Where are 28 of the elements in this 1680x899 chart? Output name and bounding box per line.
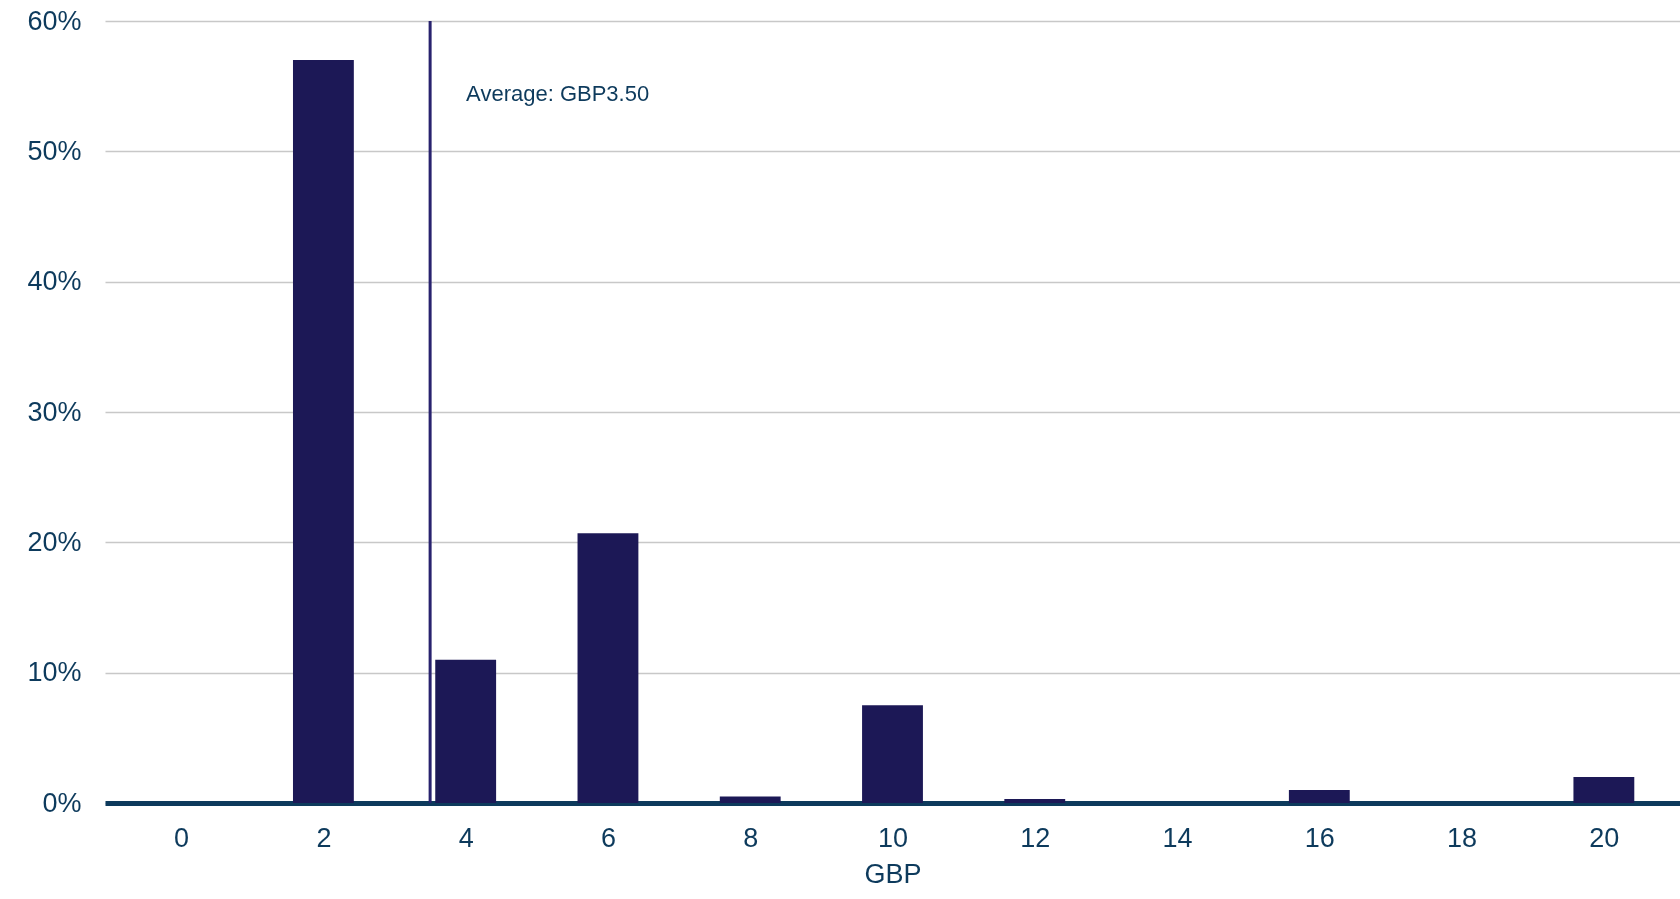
x-tick-label: 0 bbox=[174, 822, 190, 853]
bar bbox=[1288, 789, 1350, 803]
x-tick-label: 20 bbox=[1589, 822, 1620, 853]
x-tick-label: 8 bbox=[743, 822, 759, 853]
bar bbox=[435, 659, 497, 803]
x-tick-label: 10 bbox=[877, 822, 909, 853]
x-tick-label: 2 bbox=[316, 822, 332, 853]
x-axis-title: GBP bbox=[864, 858, 922, 889]
y-tick-label: 60% bbox=[27, 5, 82, 36]
x-tick-label: 6 bbox=[600, 822, 616, 853]
bar bbox=[862, 705, 923, 803]
x-tick-label: 16 bbox=[1304, 822, 1335, 853]
x-tick-label: 18 bbox=[1447, 822, 1478, 853]
y-tick-label: 20% bbox=[27, 526, 82, 557]
y-tick-label: 30% bbox=[27, 396, 82, 427]
bar bbox=[1004, 799, 1066, 803]
bar bbox=[1573, 776, 1635, 803]
bar bbox=[577, 533, 639, 803]
bar bbox=[292, 60, 354, 803]
x-tick-label: 12 bbox=[1020, 822, 1051, 853]
y-tick-label: 0% bbox=[42, 787, 82, 818]
y-tick-label: 50% bbox=[27, 135, 82, 166]
x-tick-label: 4 bbox=[458, 822, 474, 853]
bar bbox=[719, 796, 781, 803]
y-tick-label: 40% bbox=[27, 266, 82, 297]
ref-line-label: Average: GBP3.50 bbox=[466, 81, 650, 106]
x-tick-label: 14 bbox=[1162, 822, 1193, 853]
y-tick-label: 10% bbox=[27, 657, 82, 688]
